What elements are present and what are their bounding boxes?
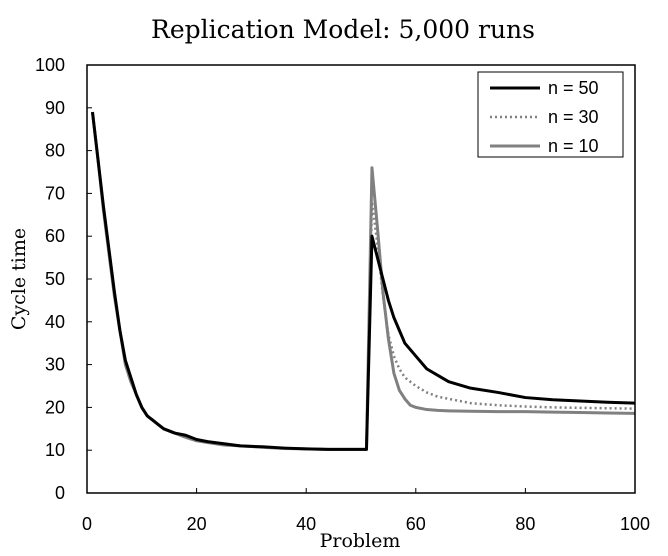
legend-box bbox=[477, 71, 624, 158]
y-tick-label: 10 bbox=[45, 440, 65, 460]
y-tick-label: 80 bbox=[45, 141, 65, 161]
plot-frame bbox=[86, 64, 636, 494]
series-line-n-50 bbox=[90, 111, 636, 451]
x-tick-label: 80 bbox=[515, 514, 535, 534]
x-axis-label: Problem bbox=[320, 530, 401, 552]
y-tick-label: 50 bbox=[45, 269, 65, 289]
y-tick-label: 60 bbox=[45, 226, 65, 246]
legend-label: n = 30 bbox=[548, 107, 599, 127]
y-tick-label: 30 bbox=[45, 355, 65, 375]
legend-label: n = 10 bbox=[548, 136, 599, 156]
x-tick-label: 40 bbox=[296, 514, 316, 534]
x-tick-label: 20 bbox=[187, 514, 207, 534]
series-layer bbox=[90, 111, 636, 451]
y-axis-ticks: 0 10 20 30 40 50 60 70 80 90 100 bbox=[35, 55, 92, 503]
x-tick-label: 100 bbox=[620, 514, 650, 534]
legend-label: n = 50 bbox=[548, 78, 599, 98]
x-tick-label: 0 bbox=[82, 514, 92, 534]
x-axis-ticks: 0 20 40 60 80 100 bbox=[82, 488, 650, 534]
legend: n = 50 n = 30 n = 10 bbox=[477, 71, 624, 158]
y-tick-label: 70 bbox=[45, 183, 65, 203]
y-tick-label: 40 bbox=[45, 312, 65, 332]
y-tick-label: 100 bbox=[35, 55, 65, 75]
y-axis-label: Cycle time bbox=[8, 228, 30, 330]
chart-title: Replication Model: 5,000 runs bbox=[151, 15, 535, 44]
x-tick-label: 60 bbox=[406, 514, 426, 534]
y-tick-label: 20 bbox=[45, 397, 65, 417]
y-tick-label: 90 bbox=[45, 98, 65, 118]
y-tick-label: 0 bbox=[55, 483, 65, 503]
